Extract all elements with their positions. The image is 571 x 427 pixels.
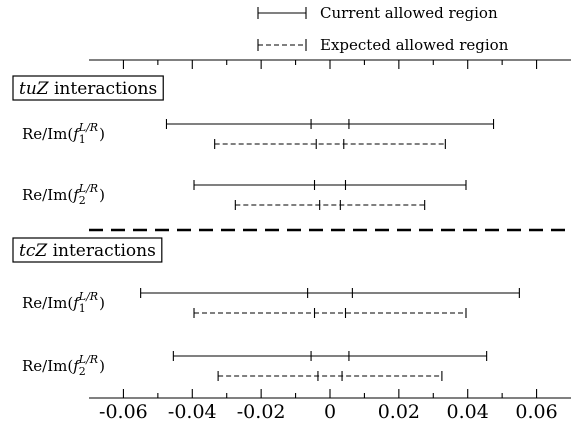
row-label-prefix: Re/Im( [22, 125, 73, 143]
row-label-superscript: L/R [78, 182, 98, 195]
row-label-close: ) [99, 357, 105, 375]
x-tick-label: -0.04 [168, 401, 217, 423]
x-tick-label: 0 [324, 401, 336, 423]
group-title-suffix: interactions [49, 79, 158, 99]
legend-label-solid: Current allowed region [320, 4, 498, 22]
row-label-f: f [72, 357, 81, 375]
legend-label-dashed: Expected allowed region [320, 36, 509, 54]
row-label-tuZ-1: Re/Im(f1L/R) [22, 121, 105, 146]
row-label-f: f [72, 125, 81, 143]
group-title-variable: tuZ [19, 79, 50, 99]
row-label-tcZ-2: Re/Im(f2L/R) [22, 353, 105, 378]
x-tick-label: 0.02 [378, 401, 420, 423]
group-title-box [12, 237, 163, 263]
row-label-prefix: Re/Im( [22, 357, 73, 375]
row-label-tcZ-1: Re/Im(f1L/R) [22, 290, 105, 315]
row-label-f: f [72, 186, 81, 204]
group-title-tuZ: tuZ interactions [19, 79, 157, 99]
group-title-tcZ: tcZ interactions [19, 241, 156, 261]
group-title-variable: tcZ [19, 241, 48, 261]
row-label-f: f [72, 294, 81, 312]
x-tick-label: -0.02 [237, 401, 286, 423]
group-title-suffix: interactions [47, 241, 156, 261]
row-label-subscript: 2 [79, 365, 86, 378]
row-label-close: ) [99, 186, 105, 204]
x-tick-label: -0.06 [99, 401, 148, 423]
row-label-prefix: Re/Im( [22, 294, 73, 312]
row-label-subscript: 2 [79, 194, 86, 207]
row-label-superscript: L/R [78, 353, 98, 366]
x-tick-label: 0.04 [447, 401, 489, 423]
row-label-close: ) [99, 125, 105, 143]
row-label-prefix: Re/Im( [22, 186, 73, 204]
row-label-subscript: 1 [79, 302, 86, 315]
row-label-close: ) [99, 294, 105, 312]
row-label-superscript: L/R [78, 121, 98, 134]
row-label-subscript: 1 [79, 133, 86, 146]
row-label-superscript: L/R [78, 290, 98, 303]
x-tick-label: 0.06 [515, 401, 557, 423]
group-title-box [12, 75, 164, 101]
row-label-tuZ-2: Re/Im(f2L/R) [22, 182, 105, 207]
